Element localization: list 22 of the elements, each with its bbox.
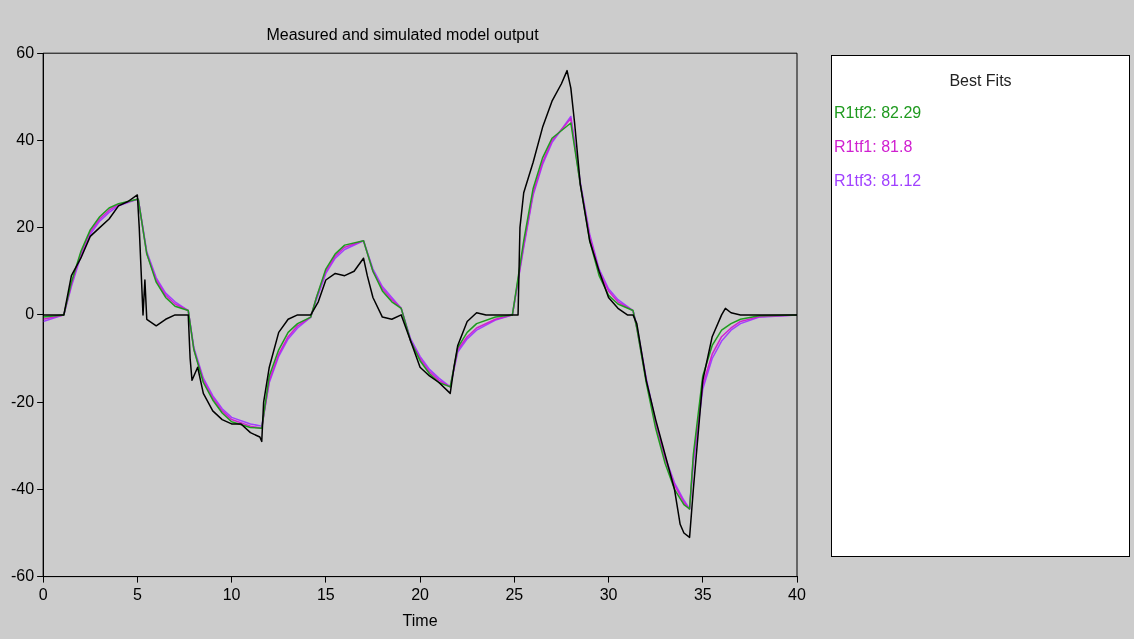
y-tick-label: 40 xyxy=(16,130,35,148)
text: R1tf1: 81.8 xyxy=(833,137,914,157)
x-tick-label: 40 xyxy=(788,585,806,603)
x-tick-label: 25 xyxy=(505,585,524,603)
x-tick-label: 5 xyxy=(132,585,142,603)
x-tick-label: 20 xyxy=(411,585,430,603)
y-tick-label: -40 xyxy=(11,479,35,497)
y-tick-label: -60 xyxy=(11,567,35,585)
y-tick-label: 0 xyxy=(25,305,35,323)
x-tick-label: 30 xyxy=(599,585,618,603)
x-tick-label: 15 xyxy=(316,585,335,603)
text: R1tf3: 81.12 xyxy=(833,171,923,191)
chart-title: Measured and simulated model output xyxy=(266,26,540,44)
y-tick-label: -20 xyxy=(11,392,35,410)
y-tick-label: 60 xyxy=(16,43,35,61)
x-tick-label: 10 xyxy=(222,585,241,603)
x-tick-label: 0 xyxy=(38,585,48,603)
legend-title: Best Fits xyxy=(948,72,1013,90)
y-tick-label: 20 xyxy=(16,218,35,236)
text: R1tf2: 82.29 xyxy=(833,103,923,123)
x-tick-label: 35 xyxy=(693,585,712,603)
x-axis-title: Time xyxy=(402,611,438,629)
